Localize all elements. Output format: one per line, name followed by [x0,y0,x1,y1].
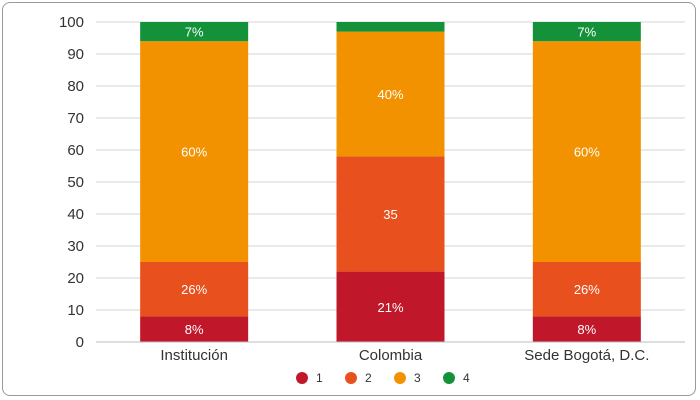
y-tick-label: 20 [67,270,84,287]
y-tick-label: 90 [67,46,84,63]
data-label: 60% [574,145,600,160]
data-label: 35 [383,207,397,222]
bar-segment [140,316,249,342]
legend-label: 3 [414,371,421,385]
bar-segment [336,31,445,157]
bar-segment [140,41,249,263]
y-tick-label: 70 [67,110,84,127]
bar-segment [532,22,641,42]
data-label: 8% [577,322,596,337]
bar-segment [532,316,641,342]
bar-segment [336,156,445,272]
legend-label: 4 [463,371,470,385]
legend-marker [345,372,357,384]
y-tick-label: 10 [67,302,84,319]
data-label: 8% [185,322,204,337]
legend-label: 2 [365,371,372,385]
legend-marker [443,372,455,384]
y-tick-label: 50 [67,174,84,191]
legend-marker [296,372,308,384]
x-tick-label: Colombia [359,347,423,364]
bar-segment [140,262,249,317]
bar-segment [336,271,445,342]
x-tick-label: Sede Bogotá, D.C. [524,347,649,364]
y-tick-label: 30 [67,238,84,255]
x-tick-label: Institución [160,347,228,364]
data-label: 21% [377,300,403,315]
data-label: 7% [185,25,204,40]
y-tick-label: 80 [67,78,84,95]
bar-segment [532,41,641,263]
data-label: 40% [377,87,403,102]
y-tick-label: 0 [76,334,84,351]
y-tick-label: 100 [59,14,84,31]
data-label: 7% [577,25,596,40]
bar-segment [336,22,445,32]
legend-marker [394,372,406,384]
data-label: 26% [181,282,207,297]
bar-segment [140,22,249,42]
bar-segment [532,262,641,317]
data-label: 26% [574,282,600,297]
data-label: 60% [181,145,207,160]
legend-label: 1 [316,371,323,385]
y-tick-label: 40 [67,206,84,223]
y-tick-label: 60 [67,142,84,159]
